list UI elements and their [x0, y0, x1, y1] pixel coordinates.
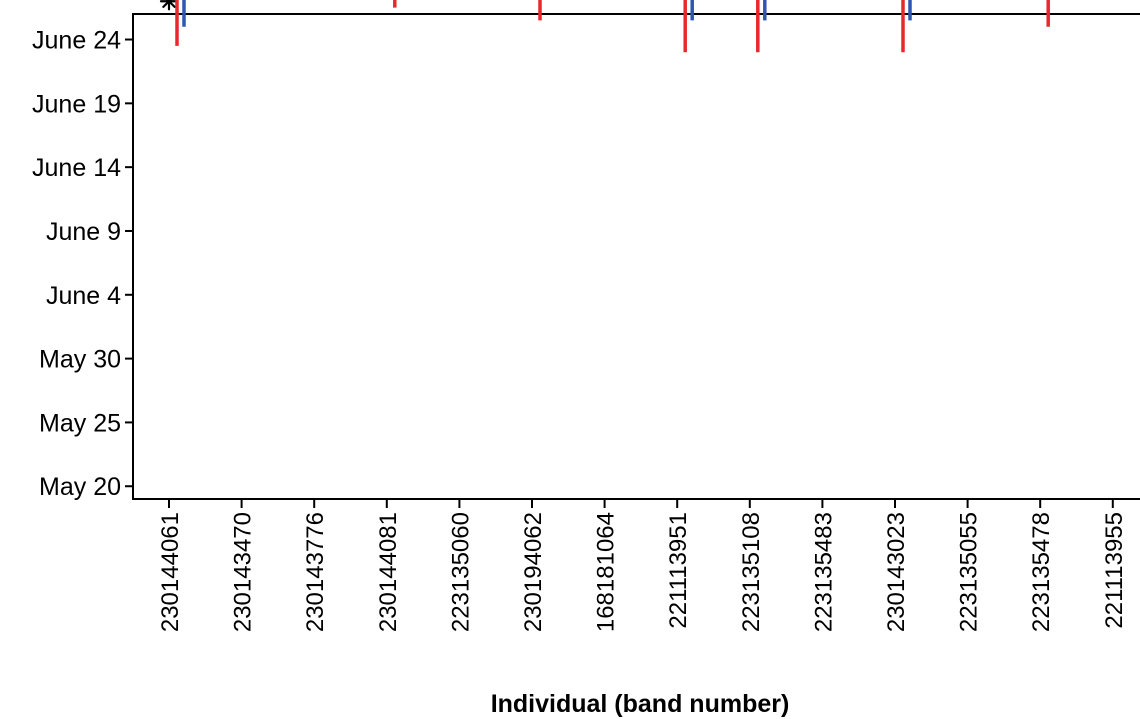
y-tick-label: May 30 [39, 346, 121, 374]
x-axis-label: Individual (band number) [491, 690, 790, 718]
y-tick-label: June 24 [32, 27, 121, 55]
x-tick-label: 230143470 [230, 512, 257, 632]
x-tick-label: 230144061 [157, 512, 184, 632]
y-tick-label: June 9 [46, 218, 121, 246]
y-tick-label: June 4 [46, 282, 121, 310]
y-tick-label: June 19 [32, 90, 121, 118]
x-tick-label: 230143023 [883, 512, 910, 632]
plot-frame [132, 13, 1140, 500]
x-tick-label: 223135108 [738, 512, 765, 632]
chart-marks [159, 0, 1050, 53]
x-tick-label: 223135055 [956, 512, 983, 632]
x-tick-label: 230143776 [302, 512, 329, 632]
x-tick-label: 168181064 [593, 512, 620, 632]
y-tick-label: May 20 [39, 473, 121, 501]
x-tick-label: 221113951 [665, 512, 692, 629]
x-axis: 230144061 230143470 230143776 230144081 2231… [157, 499, 1128, 632]
x-tick-label: 223135483 [810, 512, 837, 632]
x-tick-label: 230144081 [375, 512, 402, 632]
x-tick-label: 221113955 [1101, 512, 1128, 629]
y-axis: May 20 May 25 May 30 June 4 June 9 June 14 Jun… [32, 27, 133, 501]
x-tick-label: 230194062 [520, 512, 547, 632]
x-tick-label: 223135478 [1028, 512, 1055, 632]
asterisk-point [159, 0, 179, 11]
x-tick-label: 223135060 [447, 512, 474, 632]
y-tick-label: May 25 [39, 409, 121, 437]
y-tick-label: June 14 [32, 154, 121, 182]
